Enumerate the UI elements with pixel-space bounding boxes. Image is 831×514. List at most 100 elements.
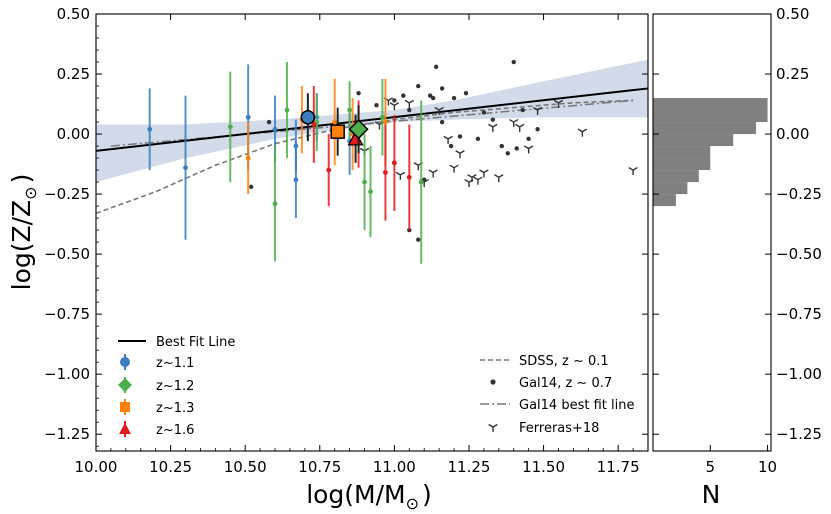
x-tick-label: 11.75 (597, 458, 640, 476)
gal14-point (430, 95, 436, 101)
histogram-bar (653, 158, 711, 171)
x-tick-label: 11.25 (447, 458, 490, 476)
mean-marker-z12 (348, 119, 369, 140)
histogram-plot: 5 10 0.50 0.25 0.00 −0.25 −0.50 −0.75 −1.00 −1.25 (652, 5, 822, 476)
legend-right: SDSS, z ∼ 0.1 Gal14, z ∼ 0.7 Gal14 best fi… (480, 354, 634, 436)
mean-marker-z13 (330, 124, 345, 139)
ferreras-point (428, 169, 438, 178)
legend-ferreras-swatch (488, 423, 498, 432)
y-tick-label: −1.00 (44, 365, 90, 383)
legend-label-z11: z~1.1 (156, 356, 194, 371)
axis-ticks: 10.00 10.25 10.50 10.75 11.00 11.25 11.50 11.75… (44, 5, 648, 476)
ferreras-point (523, 145, 534, 154)
gal14-point (401, 93, 406, 98)
histogram-bar (653, 98, 768, 111)
data-point (380, 114, 385, 120)
y-tick-label: 0.50 (57, 5, 90, 23)
gal14-point (520, 107, 525, 113)
ferreras-point (553, 99, 564, 108)
ferreras-point (449, 164, 459, 173)
best-fit-line (96, 87, 648, 152)
legend-gal14-label: Gal14, z ∼ 0.7 (519, 376, 612, 391)
histogram-bar (653, 182, 688, 195)
plot-frame (95, 13, 649, 452)
gal14-point (475, 136, 481, 142)
data-point (383, 119, 388, 125)
legend-swatch-z16 (119, 423, 131, 434)
histogram-frame (652, 13, 772, 452)
gal14-point (427, 93, 433, 98)
data-point (311, 122, 317, 127)
legend-gal14-fit-label: Gal14 best fit line (519, 398, 634, 413)
gal14-point (505, 151, 510, 156)
legend-swatch-z12 (118, 378, 132, 392)
histogram-bar (653, 122, 757, 135)
gal14-point (451, 95, 457, 101)
data-point (383, 170, 388, 175)
hist-y-tick-label: −0.50 (776, 245, 822, 263)
y-tick-label: −0.50 (44, 245, 90, 263)
ferreras-point (494, 174, 504, 183)
gal14-point (457, 134, 463, 139)
hist-y-tick-label: 0.00 (776, 125, 809, 143)
legend-fit-label: Best Fit Line (156, 335, 235, 350)
ferreras-point (473, 176, 483, 185)
scatter-plot: 10.00 10.25 10.50 10.75 11.00 11.25 11.50 11.75… (44, 5, 649, 476)
histogram-bar (653, 194, 676, 207)
mean-marker-z11 (300, 109, 316, 125)
legend-label-z16: z~1.6 (156, 423, 194, 438)
histogram-bar (653, 110, 768, 123)
y-tick-label: 0.25 (57, 65, 90, 83)
hist-y-tick-label: −0.25 (776, 185, 822, 203)
ferreras-point (479, 169, 489, 178)
y-tick-label: −0.25 (44, 185, 90, 203)
ferreras-point (532, 106, 543, 116)
legend-sdss-label: SDSS, z ∼ 0.1 (519, 354, 609, 369)
legend-left: Best Fit Line z~1.1 z~1.2 z~1.3 z~1.6 (118, 335, 235, 438)
x-tick-label: 10.75 (298, 458, 341, 476)
gal14-point (248, 184, 254, 190)
hist-y-tick-label: 0.50 (776, 5, 809, 23)
data-point (326, 167, 332, 173)
gal14-point (535, 127, 540, 132)
legend-gal14-swatch (490, 379, 496, 385)
gal14-point (526, 136, 531, 142)
ferreras-point (434, 106, 444, 116)
data-point (362, 179, 367, 185)
y-tick-label: −1.25 (44, 425, 90, 443)
hist-y-tick-label: −1.00 (776, 365, 822, 383)
legend-label-z13: z~1.3 (156, 401, 194, 416)
y-tick-label: −0.75 (44, 305, 90, 323)
x-tick-label: 10.00 (75, 458, 118, 476)
data-point (293, 177, 299, 183)
x-tick-label: 11.00 (373, 458, 416, 476)
ferreras-point (628, 166, 638, 176)
gal14-point (356, 91, 361, 96)
gal14-point (514, 146, 519, 151)
data-point (418, 179, 424, 185)
histogram-bar (653, 146, 711, 159)
gal14-point (439, 86, 445, 91)
data-point (406, 174, 412, 180)
data-point (245, 114, 251, 120)
ferreras-point (443, 135, 453, 144)
histogram-bars (653, 98, 768, 207)
hist-y-tick-label: −0.75 (776, 305, 822, 323)
legend-swatch-z13 (120, 402, 130, 412)
ferreras-point (514, 123, 525, 132)
data-point (245, 155, 251, 161)
gal14-point (416, 83, 421, 89)
hist-x-tick-label: 10 (758, 458, 777, 476)
ferreras-point (395, 171, 406, 180)
data-point (272, 126, 278, 132)
histogram-x-label: N (702, 480, 721, 509)
gal14-point (481, 110, 487, 115)
gal14-point (433, 64, 439, 70)
data-point (284, 107, 290, 113)
histogram-bar (653, 134, 734, 147)
ferreras-point (509, 118, 519, 128)
histogram-ticks: 5 10 0.50 0.25 0.00 −0.25 −0.50 −0.75 −1.00 −1.25 (653, 5, 822, 476)
x-tick-label: 10.50 (224, 458, 267, 476)
legend-ferreras-label: Ferreras+18 (519, 421, 599, 436)
